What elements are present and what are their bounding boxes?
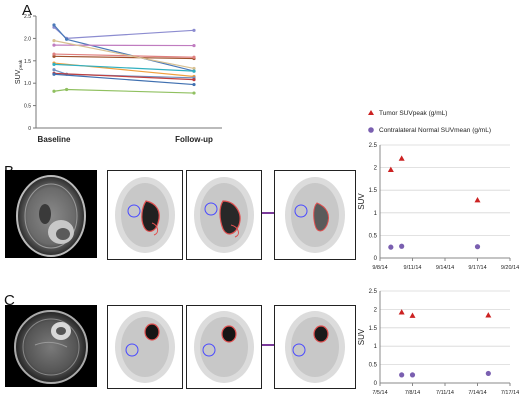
y-tick-label: 2.0: [24, 36, 31, 42]
series-point: [192, 91, 196, 95]
series-point: [52, 39, 56, 43]
series-point: [52, 89, 56, 93]
legend-circle-marker: [368, 127, 374, 133]
x-tick-label: 9/20/14: [501, 265, 519, 271]
x-category-label: Baseline: [38, 135, 71, 144]
pet-image-b-day2: [186, 170, 262, 260]
series-point: [52, 62, 56, 66]
series-point: [192, 43, 196, 48]
legend-label-normal: Contralateral Normal SUVmean (g/mL): [379, 127, 491, 134]
y-tick-label: 1.5: [24, 59, 31, 65]
y-tick-label: 0.5: [369, 363, 378, 369]
y-axis-label: SUV: [357, 328, 366, 345]
series-line: [53, 63, 195, 72]
y-tick-label: 2: [374, 307, 378, 313]
panel-a-line-chart: 0 0.5 1.0 1.5 2.0 2.5 SUVpeak Baseline Follow-u…: [15, 14, 222, 144]
y-tick-label: 2.5: [369, 289, 378, 295]
y-axis-label-subscript: peak: [18, 59, 23, 70]
y-tick-label: 1.5: [369, 326, 378, 332]
series-line: [53, 26, 195, 40]
y-tick-label: 1.0: [24, 81, 31, 87]
series-line: [53, 53, 195, 58]
series-line: [53, 55, 195, 60]
tumor-point: [409, 312, 416, 318]
pet-image-c-baseline: [107, 305, 183, 389]
normal-point: [399, 372, 405, 378]
series-point: [192, 78, 196, 82]
y-tick-label: 1.5: [369, 188, 378, 194]
series-line: [53, 40, 195, 70]
x-category-label: Follow-up: [175, 135, 213, 144]
legend-triangle-marker: [368, 110, 374, 115]
series-line: [53, 88, 195, 94]
arrow-b-shaft: [262, 212, 282, 214]
y-axis-label: SUVpeak: [15, 59, 23, 84]
pet-image-b-followup: [274, 170, 356, 260]
y-axis-label: SUV: [357, 193, 366, 210]
mri-image-b: [5, 170, 97, 258]
panel-label-c: C: [4, 292, 15, 309]
normal-point: [388, 244, 394, 250]
tumor-point: [398, 155, 405, 161]
tumor-point: [485, 312, 492, 318]
tumor-point: [398, 309, 405, 315]
normal-point: [409, 372, 416, 378]
y-tick-label: 0: [374, 381, 378, 387]
series-line: [53, 72, 195, 81]
series-point: [52, 68, 56, 72]
series-point: [192, 66, 196, 71]
panel-c-scatter-chart: 0 0.5 1 1.5 2 2.5 7/5/14 7/8/14 7/11/14 7/14/14 7/…: [357, 289, 519, 396]
pet-image-b-baseline: [107, 170, 183, 260]
series-point: [52, 23, 56, 27]
y-tick-label: 0: [28, 126, 31, 132]
series-point: [192, 69, 196, 73]
x-tick-label: 7/5/14: [372, 390, 387, 396]
x-tick-label: 9/11/14: [404, 265, 422, 271]
panel-label-a: A: [22, 2, 33, 19]
tumor-point: [387, 166, 394, 173]
tumor-point: [474, 196, 481, 203]
y-tick-label: 0.5: [24, 104, 31, 110]
y-tick-label: 2: [374, 166, 378, 172]
series-point: [52, 52, 56, 56]
x-tick-label: 7/14/14: [468, 390, 486, 396]
series-point: [52, 72, 56, 76]
x-tick-label: 7/11/14: [436, 390, 454, 396]
mri-image-c: [5, 305, 97, 387]
y-tick-label: 0: [374, 256, 378, 262]
normal-point: [474, 244, 481, 250]
series-point: [65, 37, 69, 41]
series-point: [52, 43, 56, 47]
series-point: [52, 54, 56, 58]
x-tick-label: 7/8/14: [405, 390, 420, 396]
x-tick-label: 9/17/14: [468, 265, 486, 271]
panel-b-scatter-chart: Tumor SUVpeak (g/mL) Contralateral Normal…: [357, 110, 519, 271]
y-tick-label: 1: [374, 211, 378, 217]
normal-point: [485, 370, 491, 377]
series-point: [192, 82, 196, 87]
series-point: [192, 28, 196, 32]
y-tick-label: 1: [374, 344, 378, 350]
series-point: [192, 55, 196, 59]
pet-image-c-day2: [186, 305, 262, 389]
arrow-c-shaft: [262, 344, 282, 346]
y-tick-label: 0.5: [369, 233, 378, 239]
x-tick-label: 9/14/14: [436, 265, 454, 271]
legend-label-tumor: Tumor SUVpeak (g/mL): [379, 110, 447, 117]
series-line: [53, 73, 195, 86]
pet-image-c-followup: [274, 305, 356, 389]
x-tick-label: 7/17/14: [501, 390, 519, 396]
y-tick-label: 2.5: [369, 143, 378, 149]
normal-point: [399, 243, 405, 249]
series-point: [65, 87, 69, 92]
x-tick-label: 9/8/14: [372, 265, 387, 271]
y-tick-label: 2.5: [24, 14, 31, 20]
